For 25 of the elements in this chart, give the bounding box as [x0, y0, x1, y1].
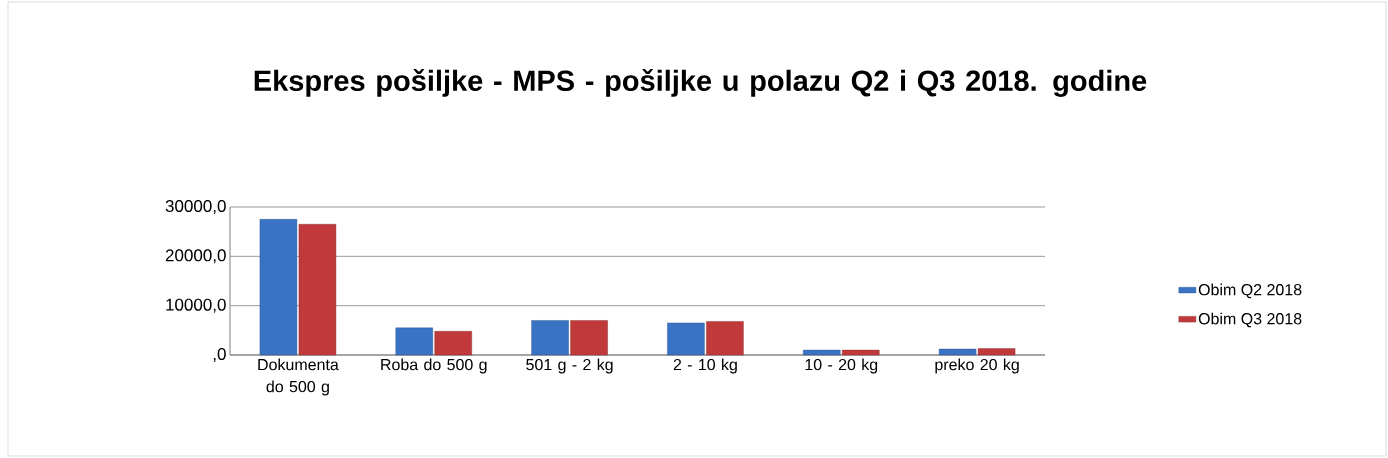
- bar: [667, 322, 705, 356]
- x-tick-label: Dokumenta do 500 g: [258, 358, 339, 396]
- x-tick-label: 2 - 10 kg: [673, 358, 737, 374]
- bar: [803, 349, 841, 356]
- bar: [434, 331, 472, 356]
- x-tick-label: Roba do 500 g: [381, 358, 487, 374]
- y-tick-label: ,0: [213, 347, 226, 363]
- y-tick-label: 20000,0: [165, 249, 226, 264]
- chart-title: Ekspres pošiljke - MPS - pošiljke u polazu Q2 i Q3 2018. godine: [254, 69, 1147, 97]
- y-tick-label: 10000,0: [166, 298, 226, 313]
- bar: [706, 321, 744, 356]
- y-tick-label: 30000,0: [165, 199, 226, 215]
- legend-label: Obim Q2 2018: [1198, 283, 1302, 299]
- x-tick-label: preko 20 kg: [935, 358, 1019, 374]
- bar: [842, 349, 880, 356]
- bar: [259, 219, 298, 356]
- legend-label: Obim Q3 2018: [1198, 312, 1302, 328]
- bar: [938, 348, 977, 356]
- x-tick-label: 10 - 20 kg: [805, 358, 878, 374]
- bar: [977, 348, 1016, 356]
- bar: [395, 327, 433, 356]
- bar: [531, 320, 569, 356]
- x-tick-label: 501 g - 2 kg: [526, 358, 613, 374]
- bar: [570, 320, 608, 356]
- bar: [298, 224, 337, 356]
